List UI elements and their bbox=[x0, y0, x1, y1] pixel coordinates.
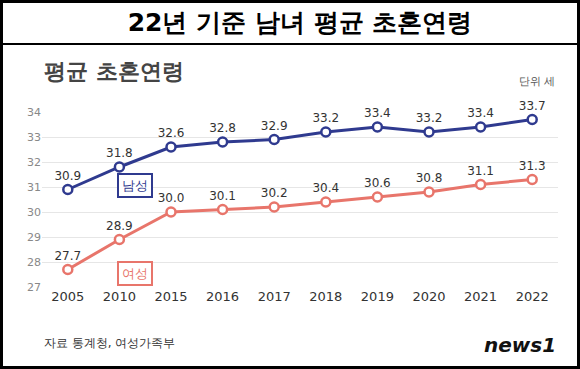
svg-text:2020: 2020 bbox=[412, 289, 445, 304]
svg-text:30.6: 30.6 bbox=[364, 176, 391, 190]
svg-text:31.3: 31.3 bbox=[519, 159, 546, 173]
svg-text:2021: 2021 bbox=[464, 289, 497, 304]
svg-text:남성: 남성 bbox=[122, 178, 148, 193]
svg-text:30.2: 30.2 bbox=[261, 186, 288, 200]
svg-text:34: 34 bbox=[27, 106, 41, 119]
svg-text:30.0: 30.0 bbox=[158, 191, 185, 205]
svg-text:32: 32 bbox=[27, 156, 41, 169]
svg-text:22년 기준 남녀 평균 초혼연령: 22년 기준 남녀 평균 초혼연령 bbox=[128, 8, 473, 37]
svg-text:32.9: 32.9 bbox=[261, 119, 288, 133]
svg-text:33: 33 bbox=[27, 131, 41, 144]
svg-text:2017: 2017 bbox=[258, 289, 291, 304]
svg-text:31: 31 bbox=[27, 181, 41, 194]
svg-text:30.8: 30.8 bbox=[416, 171, 443, 185]
svg-text:2019: 2019 bbox=[361, 289, 394, 304]
svg-text:2015: 2015 bbox=[154, 289, 187, 304]
svg-text:여성: 여성 bbox=[122, 266, 148, 281]
svg-text:28.9: 28.9 bbox=[106, 219, 133, 233]
svg-text:32.8: 32.8 bbox=[209, 121, 236, 135]
svg-text:news1: news1 bbox=[484, 333, 556, 357]
svg-text:33.4: 33.4 bbox=[364, 106, 391, 120]
svg-text:28: 28 bbox=[27, 256, 41, 269]
svg-text:33.4: 33.4 bbox=[467, 106, 494, 120]
svg-text:27.7: 27.7 bbox=[54, 249, 81, 263]
svg-text:2018: 2018 bbox=[309, 289, 342, 304]
svg-text:33.2: 33.2 bbox=[312, 111, 339, 125]
svg-text:29: 29 bbox=[27, 231, 41, 244]
svg-text:30: 30 bbox=[27, 206, 41, 219]
svg-text:32.6: 32.6 bbox=[158, 126, 185, 140]
svg-text:33.7: 33.7 bbox=[519, 99, 546, 113]
svg-text:31.8: 31.8 bbox=[106, 146, 133, 160]
svg-text:2016: 2016 bbox=[206, 289, 239, 304]
svg-text:단위 세: 단위 세 bbox=[519, 75, 556, 88]
svg-text:2005: 2005 bbox=[51, 289, 84, 304]
svg-text:33.2: 33.2 bbox=[416, 111, 443, 125]
svg-text:2010: 2010 bbox=[103, 289, 136, 304]
svg-text:30.1: 30.1 bbox=[209, 189, 236, 203]
svg-text:2022: 2022 bbox=[516, 289, 549, 304]
svg-text:30.9: 30.9 bbox=[54, 169, 81, 183]
svg-text:자료 통계청, 여성가족부: 자료 통계청, 여성가족부 bbox=[44, 336, 175, 350]
svg-text:30.4: 30.4 bbox=[312, 181, 339, 195]
svg-text:27: 27 bbox=[27, 281, 41, 294]
svg-text:31.1: 31.1 bbox=[467, 164, 494, 178]
svg-text:평균 초혼연령: 평균 초혼연령 bbox=[44, 59, 184, 84]
